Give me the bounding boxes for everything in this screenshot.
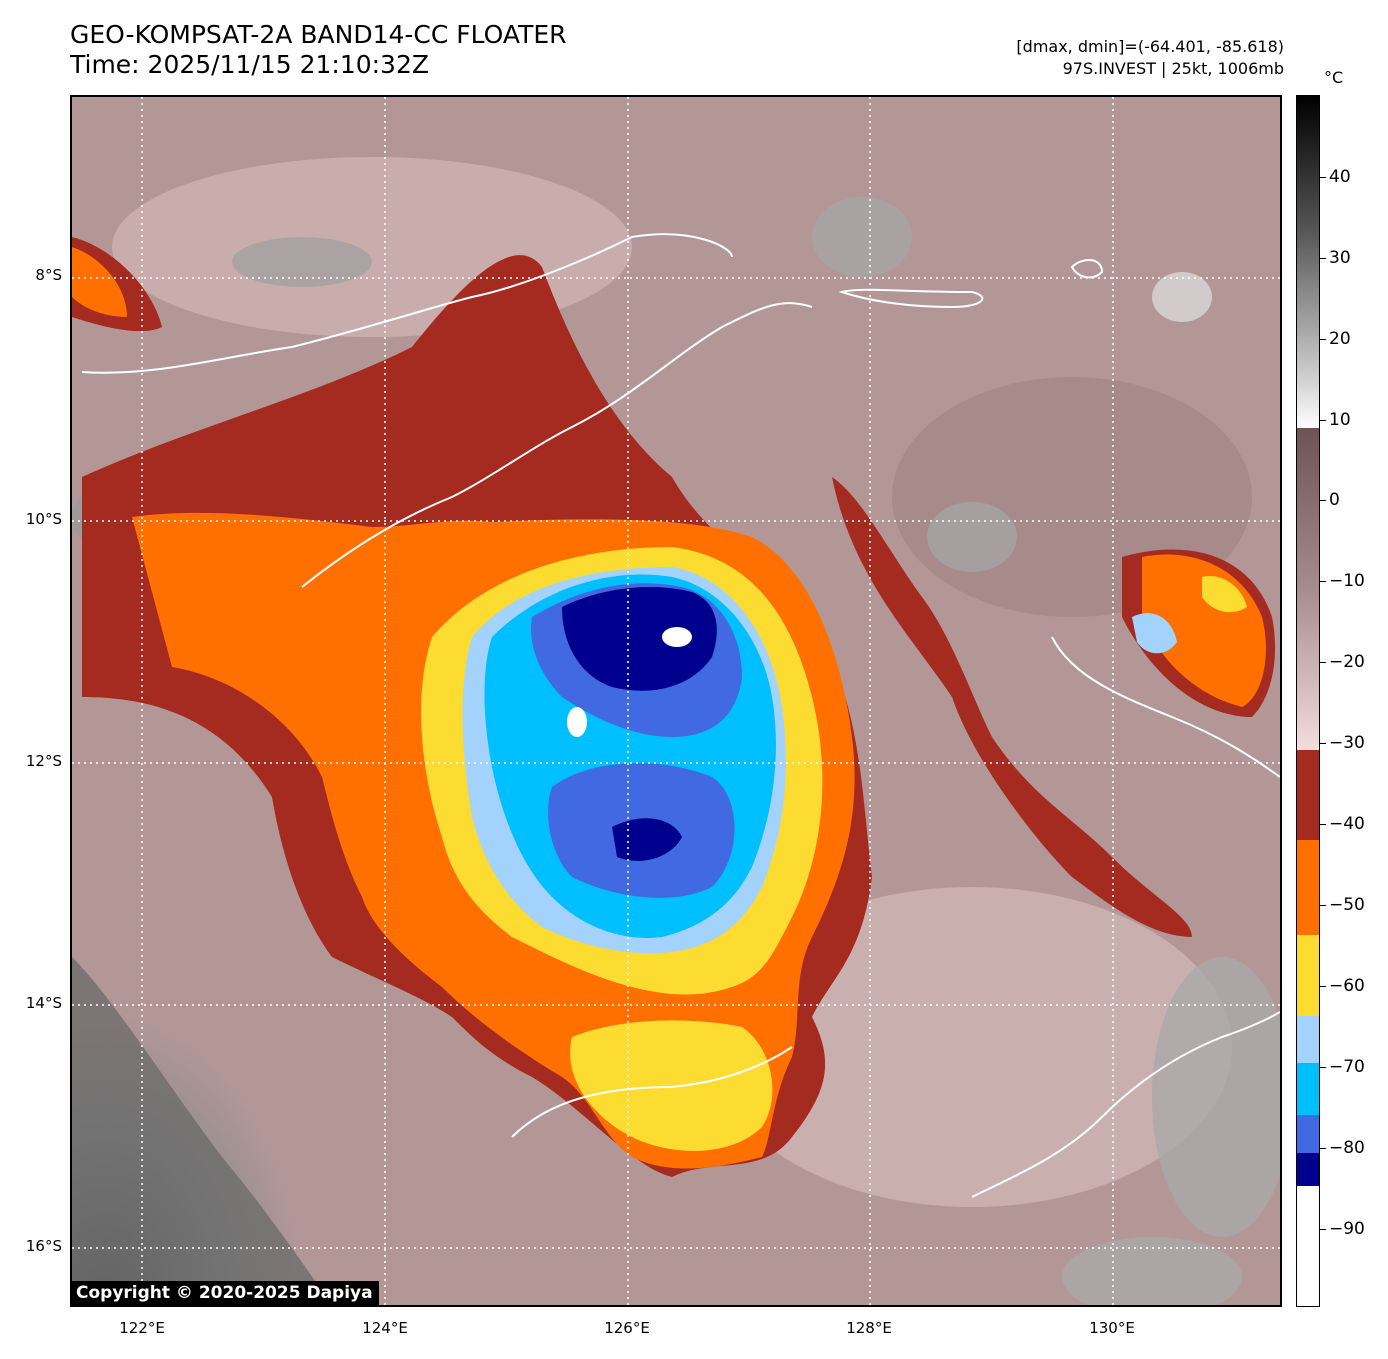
island-outline [838,288,984,309]
clear-sky-region [927,502,1017,572]
coastline [511,1046,793,1138]
orange-cell [72,247,127,317]
figure-title: GEO-KOMPSAT-2A BAND14-CC FLOATER Time: 2… [70,20,567,80]
colorbar-tick [1320,339,1326,340]
clear-sky-region [232,237,372,287]
coastlines [81,233,1280,1198]
colorbar-tick [1320,905,1326,906]
coastline [1051,636,1280,778]
colorbar-tick [1320,662,1326,663]
map-canvas [72,97,1280,1305]
colorbar-label: −40 [1329,814,1365,834]
clear-sky-dark [72,957,332,1305]
colorbar-tick [1320,1067,1326,1068]
colorbar-dark-red-segment [1297,750,1319,840]
colorbar-tick [1320,824,1326,825]
navy-core [612,818,682,861]
colorbar-tick [1320,581,1326,582]
colorbar-label: 20 [1329,329,1351,349]
lat-label-16s: 16°S [25,1237,62,1255]
colorbar-tick [1320,743,1326,744]
colorbar-light-blue-segment [1297,1016,1319,1063]
clear-sky-region [1152,272,1212,322]
colorbar-label: 40 [1329,167,1351,187]
coastline [301,302,813,588]
colorbar-label: −20 [1329,652,1365,672]
lon-label-126e: 126°E [604,1319,650,1337]
lat-label-12s: 12°S [25,752,62,770]
colorbar-label: −10 [1329,571,1365,591]
colorbar-label: −30 [1329,733,1365,753]
island-outline [1070,259,1104,279]
colorbar-white-segment [1297,1186,1319,1306]
title-line: GEO-KOMPSAT-2A BAND14-CC FLOATER [70,20,567,49]
colorbar-tick [1320,177,1326,178]
info-block: [dmax, dmin]=(-64.401, -85.618) 97S.INVE… [1016,36,1284,80]
clear-sky-region [1062,1237,1242,1305]
colorbar-yellow-segment [1297,935,1319,1016]
storm-info-text: 97S.INVEST | 25kt, 1006mb [1062,59,1284,78]
dmax-dmin-text: [dmax, dmin]=(-64.401, -85.618) [1016,37,1284,56]
colorbar-cyan-segment [1297,1063,1319,1115]
colorbar-tick [1320,258,1326,259]
lat-label-8s: 8°S [35,266,62,284]
coldest-spot [567,707,587,737]
colorbar-navy-segment [1297,1153,1319,1186]
clear-sky-region [812,197,912,277]
colorbar-brown-pink-segment [1297,428,1319,750]
colorbar-label: −80 [1329,1138,1365,1158]
lon-label-130e: 130°E [1089,1319,1135,1337]
colorbar-tick [1320,420,1326,421]
colorbar-royal-blue-segment [1297,1115,1319,1153]
lon-label-122e: 122°E [119,1319,165,1337]
coldest-spot [662,627,692,647]
colorbar-tick [1320,500,1326,501]
lat-label-10s: 10°S [25,510,62,528]
colorbar-unit: °C [1324,68,1344,87]
coastline [971,1011,1280,1198]
lat-label-14s: 14°S [25,994,62,1012]
yellow-cell [570,1020,773,1151]
colorbar-label: −60 [1329,976,1365,996]
colorbar-orange-segment [1297,840,1319,935]
light-blue-cell [1132,613,1177,654]
colorbar-tick [1320,986,1326,987]
colorbar-label: −90 [1329,1219,1365,1239]
colorbar [1296,95,1320,1307]
yellow-cell [1202,576,1247,613]
coastline [81,233,733,374]
colorbar-tick [1320,1148,1326,1149]
copyright-label: Copyright © 2020-2025 Dapiya [71,1281,379,1307]
colorbar-label: −70 [1329,1057,1365,1077]
colorbar-gray-segment [1297,96,1319,428]
colorbar-label: −50 [1329,895,1365,915]
navy-core [562,587,717,691]
lon-label-124e: 124°E [362,1319,408,1337]
colorbar-tick [1320,1229,1326,1230]
dark-red-band [832,477,1192,937]
colorbar-label: 0 [1329,490,1340,510]
satellite-map[interactable] [70,95,1282,1307]
lon-label-128e: 128°E [846,1319,892,1337]
colorbar-label: 30 [1329,248,1351,268]
time-line: Time: 2025/11/15 21:10:32Z [70,50,429,79]
colorbar-label: 10 [1329,410,1351,430]
